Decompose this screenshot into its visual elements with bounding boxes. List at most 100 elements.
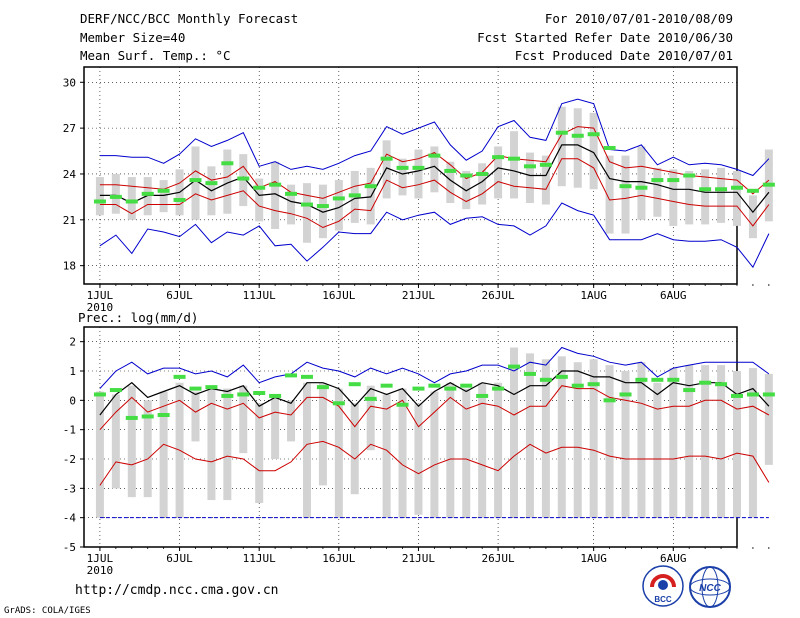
temp-obs-marker bbox=[731, 185, 743, 190]
prec-x-tick-label: 1AUG bbox=[580, 552, 607, 565]
temp-y-tick-label: 30 bbox=[63, 76, 76, 89]
temp-obs-marker bbox=[109, 194, 122, 199]
prec-spread-box bbox=[302, 382, 311, 518]
temp-obs-marker bbox=[189, 178, 202, 183]
prec-y-tick-label: -3 bbox=[63, 482, 76, 495]
prec-obs-marker bbox=[587, 382, 600, 387]
prec-x-tick-label: 16JUL bbox=[322, 552, 355, 565]
prec-obs-marker bbox=[412, 386, 425, 391]
prec-obs-marker bbox=[603, 398, 616, 403]
temp-obs-marker bbox=[555, 130, 568, 135]
temp-spread-box bbox=[271, 161, 280, 229]
prec-upper-line bbox=[99, 385, 770, 431]
temp-spread-box bbox=[127, 177, 136, 220]
prec-spread-box bbox=[637, 362, 646, 518]
prec-spread-box bbox=[541, 359, 550, 518]
prec-spread-box bbox=[159, 391, 168, 518]
temp-obs-marker bbox=[508, 156, 521, 161]
prec-obs-marker bbox=[699, 380, 712, 385]
prec-obs-marker bbox=[348, 382, 361, 387]
prec-obs-marker bbox=[508, 364, 521, 369]
temp-upper-line bbox=[99, 126, 770, 199]
prec-obs-marker bbox=[237, 392, 250, 397]
prec-spread-box bbox=[271, 394, 280, 459]
temp-spread-box bbox=[398, 158, 407, 196]
temp-obs-marker bbox=[285, 191, 298, 196]
temp-spread-box bbox=[287, 184, 296, 225]
temp-obs-marker bbox=[523, 164, 536, 169]
prec-obs-marker bbox=[332, 401, 345, 406]
prec-spread-box bbox=[334, 388, 343, 518]
temp-spread-box bbox=[510, 131, 519, 199]
prec-obs-marker bbox=[316, 385, 329, 390]
temp-obs-marker bbox=[460, 173, 473, 178]
prec-obs-marker bbox=[300, 374, 313, 379]
bcc-logo-text: BCC bbox=[654, 595, 672, 604]
temp-spread-box bbox=[605, 155, 614, 234]
prec-obs-marker bbox=[428, 383, 441, 388]
temp-max-line bbox=[99, 98, 770, 177]
temp-obs-marker bbox=[141, 191, 154, 196]
temp-spread-box bbox=[111, 173, 120, 214]
prec-y-tick-label: 2 bbox=[69, 336, 76, 349]
ncc-logo-text: NCC bbox=[699, 583, 721, 594]
header-variable: Mean Surf. Temp.: °C bbox=[80, 48, 231, 63]
prec-spread-box bbox=[414, 403, 423, 515]
prec-obs-marker bbox=[762, 392, 775, 397]
prec-obs-marker bbox=[444, 386, 457, 391]
temp-y-tick-label: 27 bbox=[63, 122, 76, 135]
temp-x-tick-sublabel: 2010 bbox=[87, 301, 114, 314]
prec-obs-marker bbox=[683, 388, 696, 393]
temp-obs-marker bbox=[332, 196, 345, 201]
temp-spread-box bbox=[573, 108, 582, 188]
header-member-size: Member Size=40 bbox=[80, 30, 186, 45]
prec-x-tick-label: 11JUL bbox=[243, 552, 276, 565]
prec-x-tick-label: 26JUL bbox=[482, 552, 515, 565]
prec-spread-box bbox=[127, 385, 136, 498]
prec-obs-marker bbox=[173, 374, 186, 379]
temp-lower-line bbox=[99, 158, 770, 229]
prec-obs-marker bbox=[93, 392, 106, 397]
temp-obs-marker bbox=[762, 182, 775, 187]
temp-obs-marker bbox=[412, 165, 425, 170]
temp-spread-box bbox=[494, 146, 503, 199]
prec-x-tick-label: 6AUG bbox=[660, 552, 687, 565]
prec-y-tick-label: -2 bbox=[63, 453, 76, 466]
prec-spread-box bbox=[510, 347, 519, 518]
temp-spread-box bbox=[478, 163, 487, 205]
prec-obs-marker bbox=[189, 386, 202, 391]
temp-spread-box bbox=[589, 112, 598, 190]
temp-x-tick-label: 6JUL bbox=[166, 289, 193, 302]
temp-x-tick-label: 16JUL bbox=[322, 289, 355, 302]
prec-spread-box bbox=[557, 356, 566, 518]
prec-spread-box bbox=[430, 391, 439, 518]
temp-spread-box bbox=[621, 155, 630, 234]
precip-title: Prec.: log(mm/d) bbox=[78, 310, 199, 325]
prec-x-tick-label: 6JUL bbox=[166, 552, 193, 565]
header-started-date: Fcst Started Refer Date 2010/06/30 bbox=[477, 30, 733, 45]
temp-spread-box bbox=[430, 146, 439, 193]
temp-obs-marker bbox=[619, 184, 632, 189]
prec-spread-box bbox=[207, 388, 216, 501]
prec-spread-box bbox=[350, 403, 359, 495]
prec-obs-marker bbox=[285, 373, 298, 378]
temp-obs-marker bbox=[476, 171, 489, 176]
prec-obs-marker bbox=[635, 377, 648, 382]
prec-spread-box bbox=[255, 403, 264, 503]
temp-spread-box bbox=[669, 169, 678, 226]
footer-credit: GrADS: COLA/IGES bbox=[4, 606, 91, 616]
temp-spread-box bbox=[414, 149, 423, 199]
temp-obs-marker bbox=[173, 197, 186, 202]
prec-spread-box bbox=[653, 382, 662, 518]
prec-spread-box bbox=[318, 382, 327, 486]
temp-spread-box bbox=[143, 177, 152, 216]
temp-spread-box bbox=[653, 167, 662, 217]
prec-spread-box bbox=[191, 391, 200, 442]
temp-spread-box bbox=[95, 177, 104, 216]
footer-url[interactable]: http://cmdp.ncc.cma.gov.cn bbox=[75, 583, 279, 598]
temp-mean-line bbox=[99, 144, 770, 214]
temp-spread-box bbox=[541, 155, 550, 205]
temp-obs-marker bbox=[746, 188, 759, 193]
temp-x-tick-label: 6AUG bbox=[660, 289, 687, 302]
header-title: DERF/NCC/BCC Monthly Forecast bbox=[80, 11, 299, 26]
